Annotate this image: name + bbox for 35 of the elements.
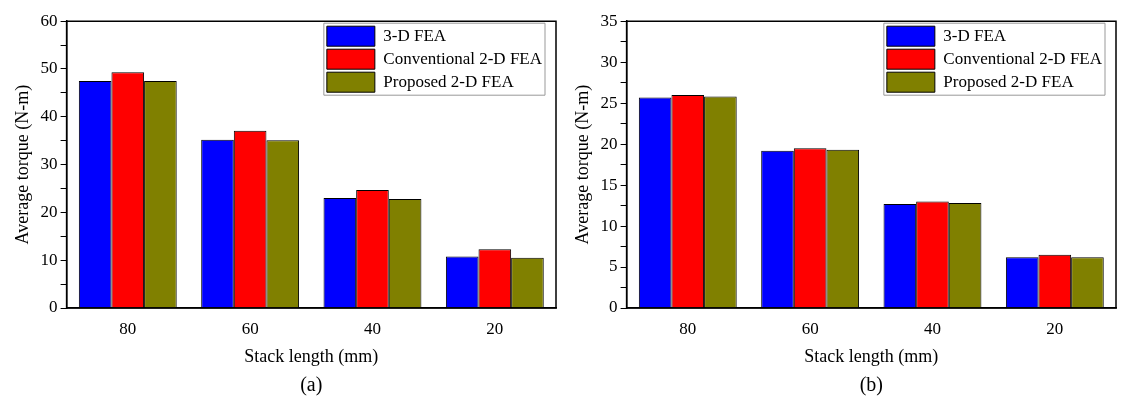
- legend-label: 3-D FEA: [943, 25, 1007, 45]
- x-tick-label: 40: [923, 318, 941, 338]
- y-tick-label: 5: [609, 256, 618, 276]
- y-axis-title: Average torque (N-m): [11, 84, 33, 245]
- x-tick-label: 80: [679, 318, 697, 338]
- text: (a): [300, 373, 323, 397]
- legend-label: Conventional 2-D FEA: [383, 48, 543, 68]
- y-tick-label: 20: [600, 133, 618, 153]
- y-tick-label: 15: [600, 174, 618, 194]
- y-tick-label: 40: [40, 106, 58, 126]
- legend-label: Proposed 2-D FEA: [943, 71, 1075, 91]
- x-tick-label: 80: [119, 318, 137, 338]
- x-tick-label: 40: [363, 318, 381, 338]
- y-tick-label: 20: [40, 201, 58, 221]
- y-tick-label: 30: [600, 51, 618, 71]
- text: (b): [859, 373, 883, 397]
- legend-label: Conventional 2-D FEA: [943, 48, 1103, 68]
- y-tick-label: 10: [40, 249, 58, 269]
- y-tick-label: 50: [40, 58, 58, 78]
- x-axis-title: Stack length (mm): [244, 345, 379, 367]
- y-tick-label: 10: [600, 215, 618, 235]
- x-tick-label: 20: [1046, 318, 1064, 338]
- x-tick-label: 20: [486, 318, 504, 338]
- y-tick-label: 35: [600, 10, 618, 30]
- legend-label: Proposed 2-D FEA: [383, 71, 515, 91]
- x-tick-label: 60: [801, 318, 819, 338]
- legend-label: 3-D FEA: [383, 25, 447, 45]
- y-axis-title: Average torque (N-m): [571, 84, 593, 245]
- y-tick-label: 60: [40, 10, 58, 30]
- y-tick-label: 30: [40, 154, 58, 174]
- x-axis-title: Stack length (mm): [804, 345, 939, 367]
- y-tick-label: 0: [609, 297, 618, 317]
- x-tick-label: 60: [241, 318, 259, 338]
- y-tick-label: 0: [49, 297, 58, 317]
- y-tick-label: 25: [600, 92, 618, 112]
